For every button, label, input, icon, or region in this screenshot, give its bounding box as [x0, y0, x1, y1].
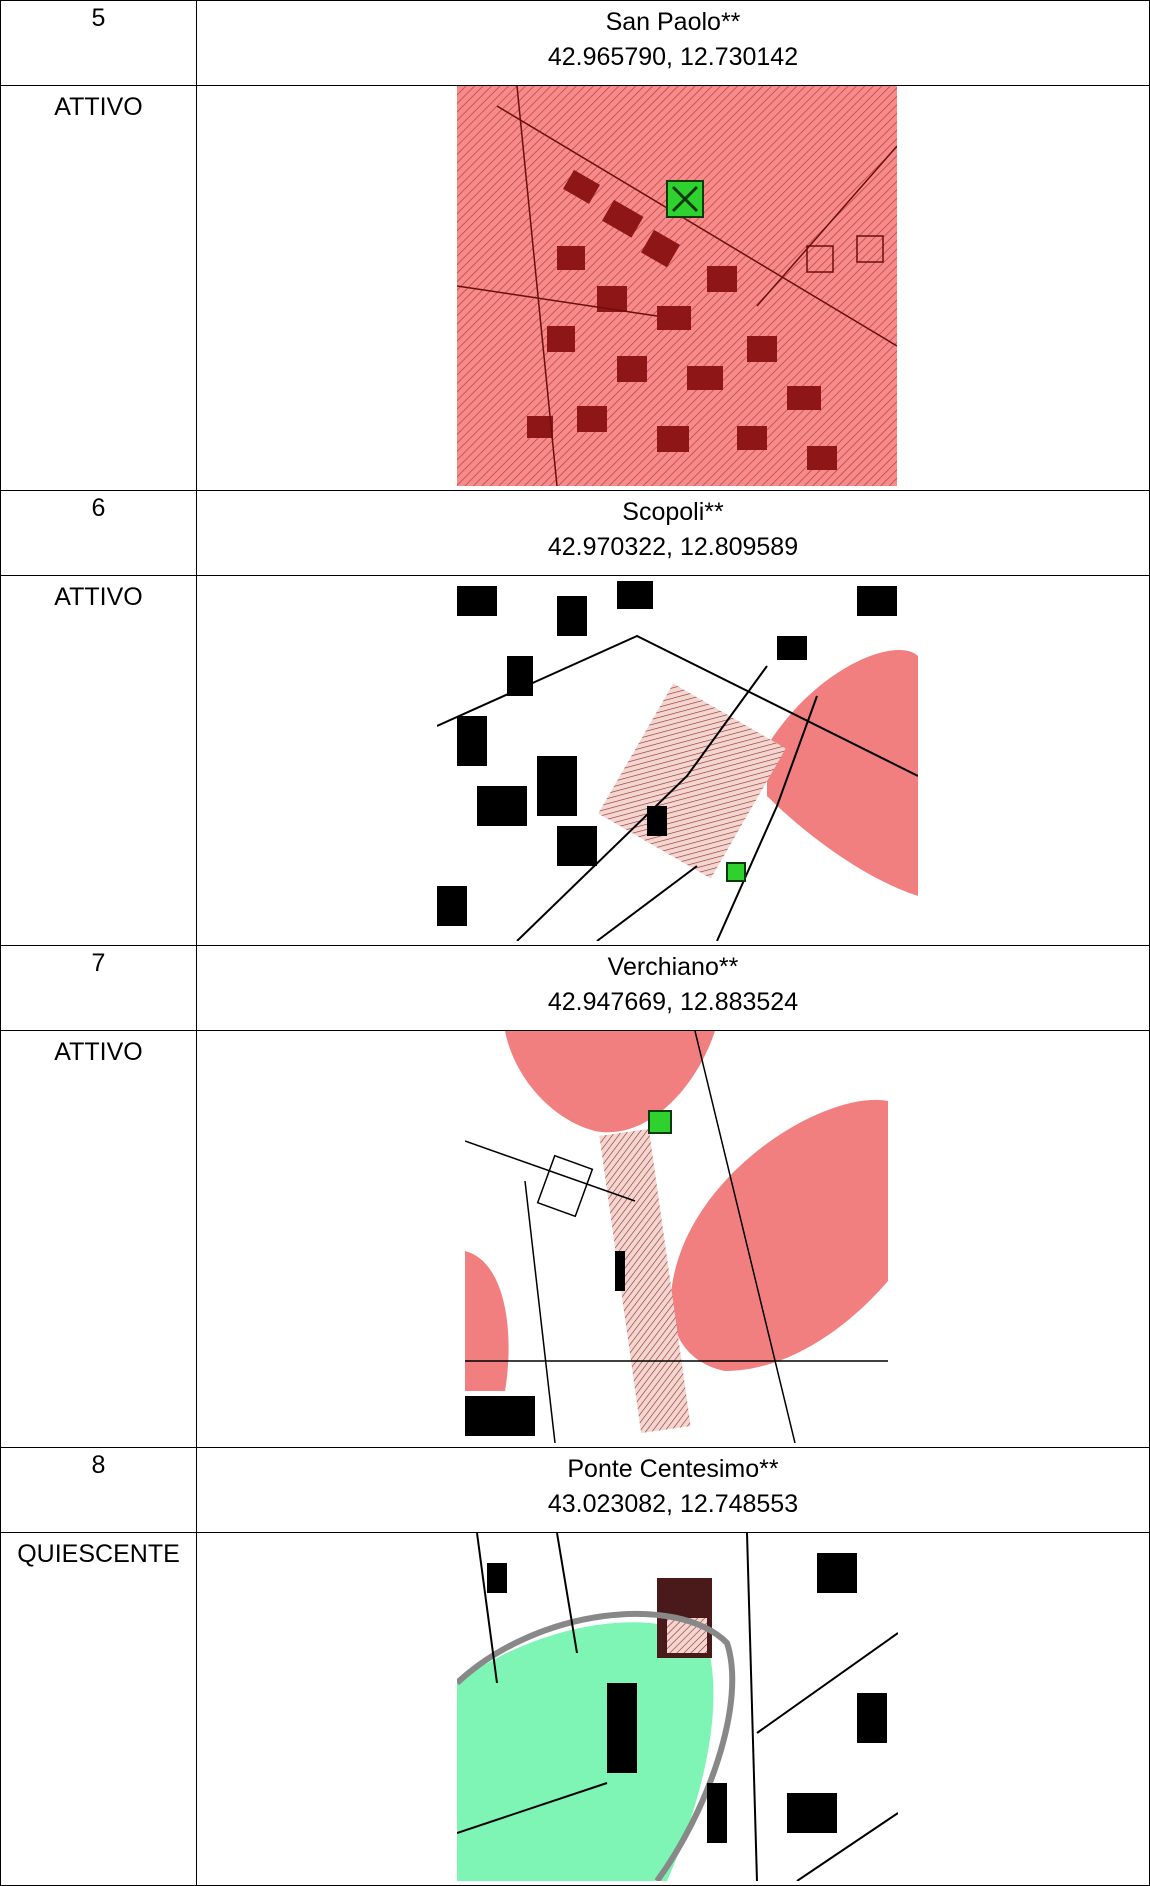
site-number: 7 [0, 945, 197, 1031]
map-verchiano [465, 1031, 888, 1443]
site-header: Ponte Centesimo** 43.023082, 12.748553 [196, 1447, 1150, 1533]
site-status: ATTIVO [0, 1030, 197, 1448]
map-row: ATTIVO [0, 575, 1150, 946]
site-coords: 42.965790, 12.730142 [547, 43, 799, 71]
header-row: 6 Scopoli** 42.970322, 12.809589 [0, 490, 1150, 576]
site-name: Ponte Centesimo** [567, 1455, 779, 1483]
site-coords: 42.947669, 12.883524 [547, 988, 799, 1016]
site-status: ATTIVO [0, 85, 197, 491]
site-name: Verchiano** [607, 953, 739, 981]
map-cell [196, 575, 1150, 946]
map-san-paolo [457, 86, 897, 486]
site-header: Scopoli** 42.970322, 12.809589 [196, 490, 1150, 576]
site-number: 8 [0, 1447, 197, 1533]
map-cell [196, 1532, 1150, 1886]
site-coords: 42.970322, 12.809589 [547, 533, 799, 561]
map-row: ATTIVO [0, 1030, 1150, 1448]
site-coords: 43.023082, 12.748553 [547, 1490, 799, 1518]
map-cell [196, 85, 1150, 491]
map-cell [196, 1030, 1150, 1448]
site-name: Scopoli** [622, 498, 724, 526]
site-header: San Paolo** 42.965790, 12.730142 [196, 0, 1150, 86]
site-header: Verchiano** 42.947669, 12.883524 [196, 945, 1150, 1031]
map-ponte-centesimo [457, 1533, 898, 1881]
header-row: 7 Verchiano** 42.947669, 12.883524 [0, 945, 1150, 1031]
map-scopoli [437, 576, 918, 941]
map-row: QUIESCENTE [0, 1532, 1150, 1886]
site-status: QUIESCENTE [0, 1532, 197, 1886]
site-number: 5 [0, 0, 197, 86]
site-name: San Paolo** [605, 8, 741, 36]
site-status: ATTIVO [0, 575, 197, 946]
header-row: 8 Ponte Centesimo** 43.023082, 12.748553 [0, 1447, 1150, 1533]
header-row: 5 San Paolo** 42.965790, 12.730142 [0, 0, 1150, 86]
site-number: 6 [0, 490, 197, 576]
map-row: ATTIVO [0, 85, 1150, 491]
